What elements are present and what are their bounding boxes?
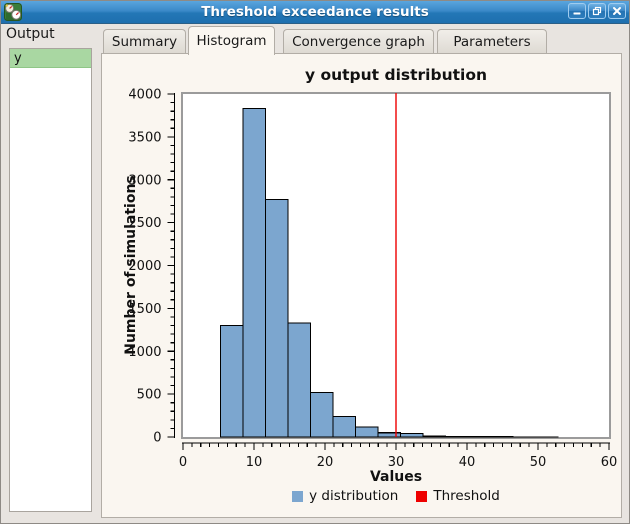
output-list-item-y[interactable]: y — [10, 49, 91, 68]
chart-legend: y distribution Threshold — [183, 488, 609, 504]
tab-convergence-graph[interactable]: Convergence graph — [283, 29, 434, 54]
restore-button[interactable] — [588, 3, 606, 19]
svg-text:10: 10 — [246, 455, 263, 470]
close-icon — [613, 7, 621, 15]
svg-text:60: 60 — [601, 455, 618, 470]
y-distribution-swatch — [292, 490, 304, 502]
close-button[interactable] — [608, 3, 626, 19]
svg-text:1500: 1500 — [128, 302, 161, 317]
svg-text:2500: 2500 — [128, 216, 161, 231]
svg-text:3000: 3000 — [128, 173, 161, 188]
tab-histogram[interactable]: Histogram — [188, 26, 275, 55]
x-axis-label: Values — [369, 469, 423, 485]
output-panel-title: Output — [6, 26, 55, 42]
histogram-panel: y output distribution 0 10 20 30 40 50 60 0 500 1… — [101, 53, 622, 518]
restore-icon — [592, 6, 602, 16]
tab-parameters[interactable]: Parameters — [437, 29, 547, 54]
output-list: y — [9, 48, 92, 512]
svg-text:2000: 2000 — [128, 259, 161, 274]
svg-text:3500: 3500 — [128, 130, 161, 145]
y-axis-label: Number of simulations — [123, 175, 139, 355]
gauges-icon — [4, 3, 22, 21]
minimize-icon — [573, 12, 581, 15]
svg-text:1000: 1000 — [128, 345, 161, 360]
svg-text:40: 40 — [459, 455, 476, 470]
svg-text:0: 0 — [179, 455, 187, 470]
legend-label-y-distribution: y distribution — [309, 488, 399, 504]
svg-text:20: 20 — [317, 455, 334, 470]
legend-label-threshold: Threshold — [433, 488, 500, 504]
svg-text:30: 30 — [388, 455, 405, 470]
window-controls — [568, 3, 626, 19]
window-title: Threshold exceedance results — [201, 4, 429, 20]
titlebar: Threshold exceedance results — [1, 1, 629, 24]
chart-title: y output distribution — [304, 66, 488, 84]
minimize-button[interactable] — [568, 3, 586, 19]
histogram-chart: 0 10 20 30 40 50 60 0 500 1000 1500 2000 2500 3000 350… — [128, 88, 618, 471]
threshold-swatch — [416, 490, 428, 502]
svg-text:0: 0 — [153, 431, 161, 446]
legend-item-y-distribution: y distribution — [292, 488, 398, 504]
legend-item-threshold: Threshold — [416, 488, 500, 504]
svg-text:4000: 4000 — [128, 88, 161, 103]
tab-summary[interactable]: Summary — [103, 29, 186, 54]
svg-text:50: 50 — [530, 455, 547, 470]
svg-text:500: 500 — [137, 388, 162, 403]
